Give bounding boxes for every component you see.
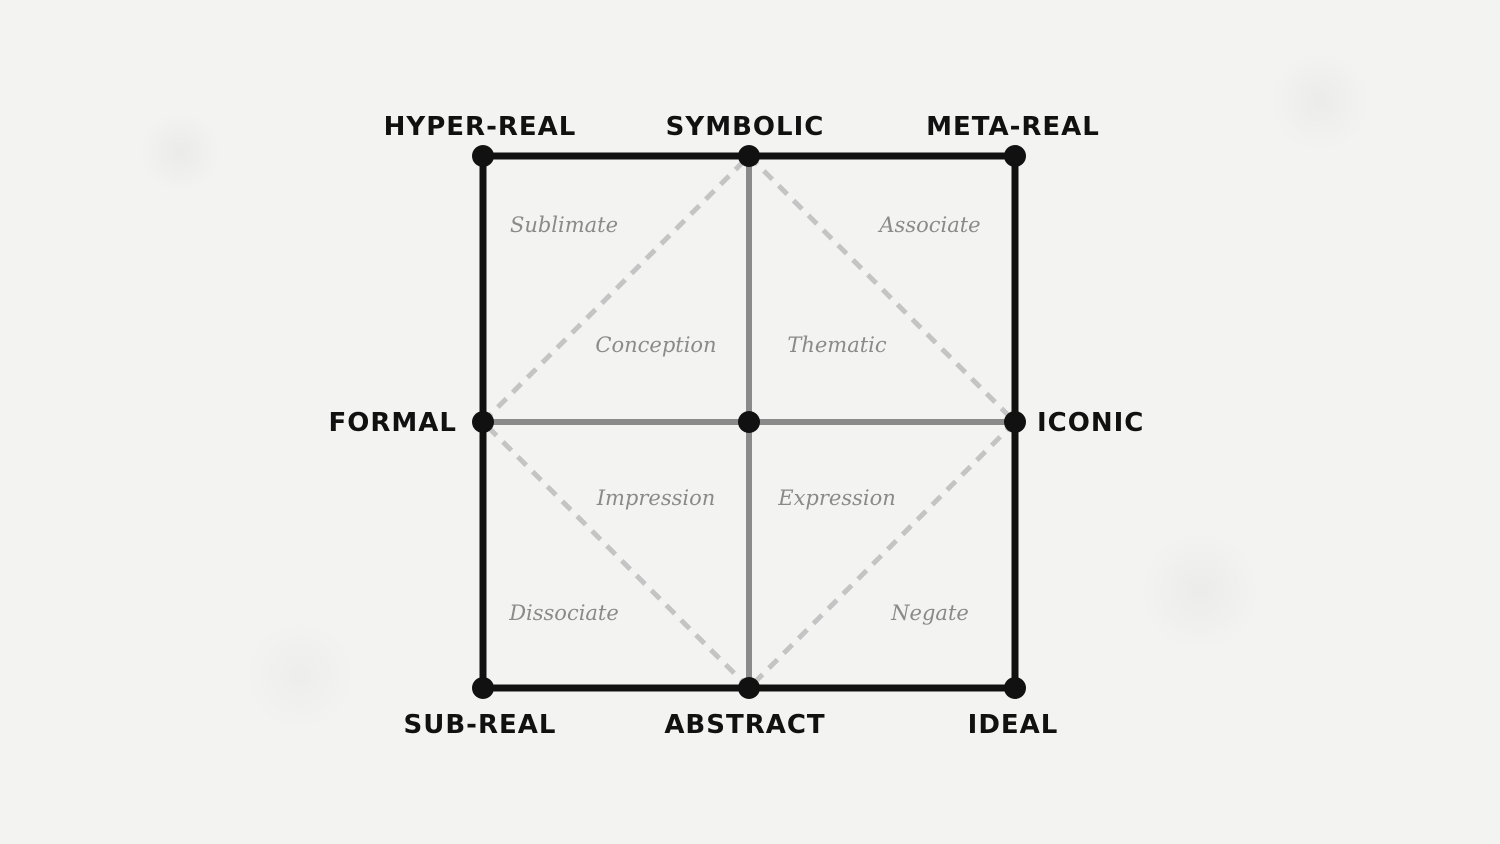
node-top-left: [472, 145, 494, 167]
region-thematic: Thematic: [787, 333, 887, 357]
node-top-center: [738, 145, 760, 167]
node-middle-right: [1004, 411, 1026, 433]
region-expression: Expression: [777, 486, 896, 510]
label-hyper-real: HYPER-REAL: [384, 112, 577, 142]
node-bottom-center: [738, 677, 760, 699]
region-impression: Impression: [596, 486, 716, 510]
label-formal: FORMAL: [329, 408, 457, 438]
region-negate: Negate: [890, 601, 969, 625]
diamond-edge-top-left: [481, 154, 751, 424]
diamond-edge-bottom-left: [481, 420, 751, 690]
region-conception: Conception: [595, 333, 716, 357]
node-top-right: [1004, 145, 1026, 167]
label-meta-real: META-REAL: [926, 112, 1100, 142]
nodes: [472, 145, 1026, 699]
label-iconic: ICONIC: [1037, 408, 1144, 438]
pole-labels: HYPER-REAL SYMBOLIC META-REAL FORMAL ICO…: [329, 112, 1144, 740]
region-sublimate: Sublimate: [510, 213, 618, 237]
label-ideal: IDEAL: [968, 710, 1059, 740]
diamond-edge-top-right: [747, 154, 1017, 424]
region-dissociate: Dissociate: [508, 601, 619, 625]
diamond-edge-bottom-right: [747, 420, 1017, 690]
node-center: [738, 411, 760, 433]
label-symbolic: SYMBOLIC: [666, 112, 825, 142]
node-middle-left: [472, 411, 494, 433]
label-sub-real: SUB-REAL: [404, 710, 557, 740]
node-bottom-right: [1004, 677, 1026, 699]
node-bottom-left: [472, 677, 494, 699]
label-abstract: ABSTRACT: [664, 710, 825, 740]
region-labels: Sublimate Associate Conception Thematic …: [508, 213, 980, 625]
region-associate: Associate: [877, 213, 980, 237]
